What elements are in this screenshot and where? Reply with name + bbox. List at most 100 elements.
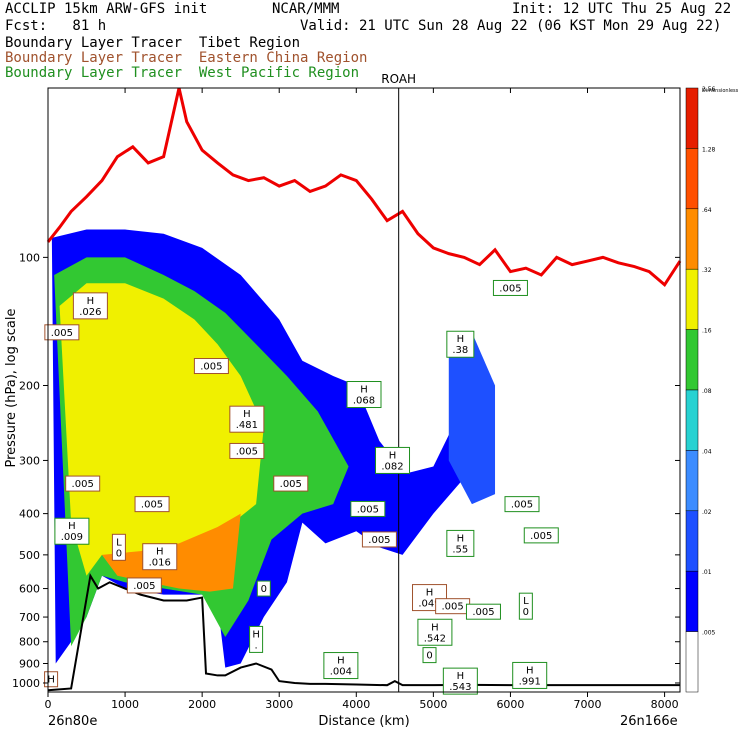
y-tick-label: 700 xyxy=(19,611,40,624)
contour-label-text: 0 xyxy=(426,651,432,662)
contour-label-18: H.082 xyxy=(375,446,411,474)
contour-label-text: H xyxy=(431,622,439,633)
contour-label-text: .005 xyxy=(236,446,258,457)
contour-label-box xyxy=(523,527,559,544)
contour-label-16: .005 xyxy=(435,598,471,615)
colorbar-tick-label: .005 xyxy=(702,630,716,637)
tracer-label-tibet: Boundary Layer Tracer Tibet Region xyxy=(5,35,301,51)
contour-label-text: H xyxy=(243,409,251,420)
contour-label-6: .005 xyxy=(134,496,170,513)
contour-label-box xyxy=(512,661,548,689)
contour-label-box xyxy=(492,279,528,296)
contour-label-box xyxy=(442,667,478,695)
colorbar-segment xyxy=(685,450,699,512)
contour-label-3: H.481 xyxy=(229,405,265,433)
contour-label-box xyxy=(350,500,386,517)
contour-label-text: .068 xyxy=(353,396,375,407)
y-tick-label: 600 xyxy=(19,583,40,596)
x-tick-label: 5000 xyxy=(419,698,447,711)
colorbar-unit-label: Dimensionless xyxy=(702,88,739,94)
colorbar-tick-label: .01 xyxy=(702,569,712,576)
contour-label-7: H.009 xyxy=(54,517,90,545)
contour-label-text: H xyxy=(360,385,368,396)
plot-frame xyxy=(47,87,681,693)
contour-label-text: .049 xyxy=(418,599,440,610)
colorbar-tick-label: .16 xyxy=(702,328,712,335)
station-marker-label: ROAH xyxy=(381,72,416,86)
colorbar-segment xyxy=(685,148,699,210)
contour-label-11: H.068 xyxy=(346,381,382,409)
contour-label-text: .005 xyxy=(200,362,222,373)
colorbar-tick-label: .02 xyxy=(702,509,712,516)
contour-label-25: L0 xyxy=(518,592,533,620)
x-tick-label: 0 xyxy=(45,698,52,711)
contour-label-text: .55 xyxy=(452,544,468,555)
contour-label-4: .005 xyxy=(229,442,265,459)
contour-label-box xyxy=(54,517,90,545)
contour-label-19: H.55 xyxy=(446,529,475,557)
contour-label-text: H xyxy=(87,296,95,307)
colorbar-tick-label: .04 xyxy=(702,448,712,455)
contour-label-text: L xyxy=(523,596,529,607)
contour-label-text: H xyxy=(389,450,397,461)
contour-label-text: .481 xyxy=(236,420,258,431)
contour-label-12: .005 xyxy=(273,475,309,492)
contour-label-9: H.016 xyxy=(142,543,178,571)
contour-label-text: .542 xyxy=(424,633,446,644)
contour-label-text: H xyxy=(457,533,465,544)
colorbar: Dimensionless .005 .01 .02 .04 .08 .16 .32 .64 1.… xyxy=(685,86,739,693)
init-time: Init: 12 UTC Thu 25 Aug 22 xyxy=(512,1,732,17)
contour-label-27: H.543 xyxy=(442,667,478,695)
contour-label-0: H.026 xyxy=(72,292,108,320)
contour-label-box xyxy=(518,592,533,620)
colorbar-segment xyxy=(685,87,699,149)
contour-label-text: H xyxy=(457,334,465,345)
x-tick-label: 6000 xyxy=(496,698,524,711)
contour-label-text: H xyxy=(457,671,465,682)
contour-label-box xyxy=(134,496,170,513)
axes: 0 1000 2000 3000 4000 5000 6000 7000 80001002003… xyxy=(12,87,681,711)
contour-label-text: .005 xyxy=(472,607,494,618)
x-tick-label: 7000 xyxy=(574,698,602,711)
left-endpoint-label: 26n80e xyxy=(48,714,97,729)
colorbar-segment xyxy=(685,510,699,572)
contour-label-text: .005 xyxy=(141,500,163,511)
contour-label-box xyxy=(256,580,271,597)
contour-label-box xyxy=(417,618,453,646)
contour-label-text: .082 xyxy=(381,461,403,472)
contour-label-box xyxy=(229,405,265,433)
contour-label-text: .005 xyxy=(530,531,552,542)
org-title: NCAR/MMM xyxy=(272,1,340,17)
x-tick-label: 1000 xyxy=(111,698,139,711)
contour-label-text: .005 xyxy=(51,328,73,339)
terrain-line xyxy=(47,572,680,692)
contour-label-text: H xyxy=(156,547,164,558)
contour-label-text: L xyxy=(116,537,122,548)
contour-label-31: 0 xyxy=(422,647,437,664)
colorbar-tick-label: .32 xyxy=(702,267,712,274)
contour-label-text: .009 xyxy=(61,532,83,543)
y-tick-label: 400 xyxy=(19,508,40,521)
contour-label-text: .016 xyxy=(149,558,171,569)
y-tick-label: 900 xyxy=(19,658,40,671)
valid-time: Valid: 21 UTC Sun 28 Aug 22 (06 KST Mon … xyxy=(300,18,722,34)
contour-label-box xyxy=(446,529,475,557)
y-tick-label: 1000 xyxy=(12,677,40,690)
contour-label-text: H xyxy=(47,675,55,686)
contour-label-box xyxy=(361,531,397,548)
contour-label-box xyxy=(465,603,501,620)
contour-label-29: H. xyxy=(249,625,264,653)
west-pacific-plume xyxy=(448,332,496,505)
contour-label-8: L0 xyxy=(111,533,126,561)
contour-label-text: .004 xyxy=(330,667,352,678)
contour-label-30: 0 xyxy=(256,580,271,597)
contour-label-box xyxy=(229,442,265,459)
contour-label-23: .005 xyxy=(523,527,559,544)
contour-label-text: .005 xyxy=(357,504,379,515)
contour-label-text: .38 xyxy=(452,345,468,356)
contour-label-box xyxy=(273,475,309,492)
contour-label-text: H xyxy=(68,521,76,532)
x-tick-label: 8000 xyxy=(651,698,679,711)
